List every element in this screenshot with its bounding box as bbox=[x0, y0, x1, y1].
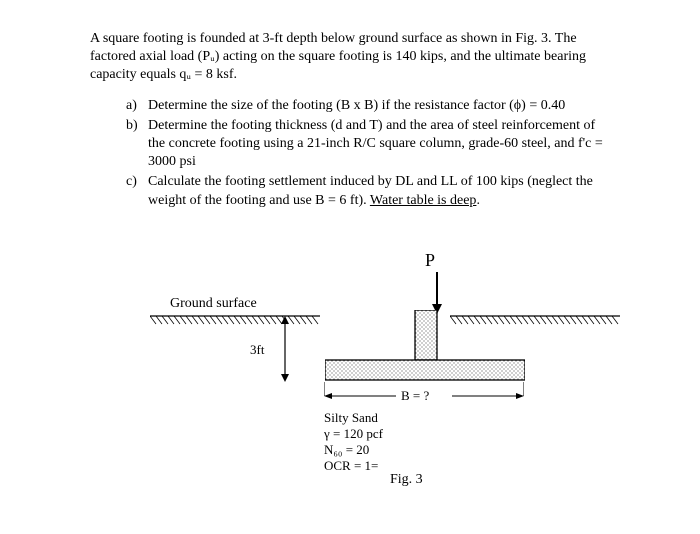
figure-caption: Fig. 3 bbox=[390, 472, 423, 488]
problem-list: a) Determine the size of the footing (B … bbox=[90, 97, 610, 210]
figure-3: P Ground surface bbox=[90, 250, 610, 510]
ground-hatch-left bbox=[150, 314, 320, 322]
item-a: a) Determine the size of the footing (B … bbox=[126, 97, 610, 115]
load-label-p: P bbox=[425, 250, 435, 271]
width-label-b: B = ? bbox=[401, 388, 429, 404]
item-c: c) Calculate the footing settlement indu… bbox=[126, 173, 610, 209]
item-c-text: Calculate the footing settlement induced… bbox=[148, 173, 610, 209]
soil-properties: Silty Sand γ = 120 pcf N₆₀ = 20 OCR = 1= bbox=[324, 410, 383, 475]
item-c-letter: c) bbox=[126, 173, 148, 209]
problem-intro: A square footing is founded at 3-ft dept… bbox=[90, 30, 610, 85]
item-b: b) Determine the footing thickness (d an… bbox=[126, 117, 610, 172]
depth-label: 3ft bbox=[250, 342, 264, 358]
depth-dimension-arrow bbox=[280, 316, 290, 387]
soil-name: Silty Sand bbox=[324, 410, 383, 426]
load-arrow-icon bbox=[431, 272, 443, 314]
item-b-letter: b) bbox=[126, 117, 148, 172]
soil-gamma: γ = 120 pcf bbox=[324, 426, 383, 442]
item-b-text: Determine the footing thickness (d and T… bbox=[148, 117, 610, 172]
item-a-letter: a) bbox=[126, 97, 148, 115]
soil-ocr: OCR = 1= bbox=[324, 458, 383, 474]
ground-surface-label: Ground surface bbox=[170, 296, 257, 312]
item-c-post: . bbox=[476, 193, 480, 208]
item-a-text: Determine the size of the footing (B x B… bbox=[148, 97, 610, 115]
soil-n60: N₆₀ = 20 bbox=[324, 442, 383, 458]
item-c-underline: Water table is deep bbox=[370, 193, 477, 208]
